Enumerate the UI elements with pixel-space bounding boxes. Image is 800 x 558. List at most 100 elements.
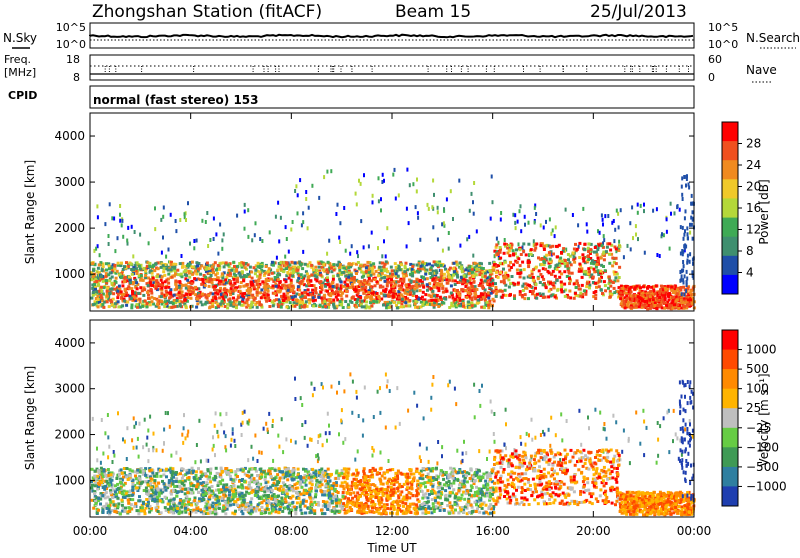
power-cell [649,295,652,298]
power-cell [361,287,364,290]
power-cell [596,253,599,256]
power-cell [263,291,266,294]
power-cell [390,266,393,269]
power-cell [663,307,666,310]
power-cell [503,243,506,246]
power-cell [685,209,687,213]
power-cell [330,267,333,270]
power-cell [339,300,342,303]
power-cell [490,217,492,221]
power-cell [452,217,454,221]
power-cell [119,219,121,223]
power-cell [351,277,354,280]
power-cell [323,294,326,297]
power-cell [196,273,199,276]
power-cell [413,280,416,283]
power-cell [687,254,689,258]
power-cell [284,287,287,290]
velocity-cell [294,512,297,515]
frequency-panel: Freq. [MHz] 18 8 60 0 Nave [4,53,777,84]
power-cell [370,295,373,298]
power-cell [347,266,350,269]
power-cell [219,283,222,286]
power-cell [405,304,408,307]
power-cell [157,283,160,286]
power-cell [528,274,531,277]
power-cell [286,262,289,265]
power-cell [284,255,286,259]
velocity-cell [315,490,318,493]
power-cell [513,297,516,300]
power-cell [673,303,676,306]
power-cell [692,237,694,241]
power-cell [471,304,474,307]
power-cell [550,232,552,236]
power-cell [297,285,300,288]
power-cell [523,277,526,280]
power-cell [551,245,554,248]
velocity-cell [422,467,425,470]
power-cell [574,243,577,246]
power-cell [663,233,665,237]
power-cell [448,231,450,235]
power-cell [537,277,540,280]
power-cell [126,301,129,304]
power-cell [588,270,591,273]
power-cell [343,281,346,284]
power-cell [149,269,152,272]
power-cell [681,274,683,278]
power-cell [378,176,380,180]
power-cell [162,264,165,267]
power-cell [314,266,317,269]
power-cell [308,206,310,210]
power-cell [437,238,439,242]
power-cell [160,300,163,303]
power-cell [139,268,142,271]
power-cell [567,296,570,299]
power-cell [661,232,663,236]
power-cell [347,279,350,282]
power-cell [194,270,197,273]
power-cell [116,290,119,293]
y-tick-label: 4000 [54,129,85,143]
power-cell [223,265,226,268]
power-cell [658,296,661,299]
power-cell [186,296,189,299]
power-cell [466,237,468,241]
power-cell [687,232,689,236]
power-cell [468,235,470,239]
power-cell [236,279,239,282]
power-cell [264,272,267,275]
power-cell [450,189,452,193]
power-cell [221,247,223,251]
power-cell [446,290,449,293]
power-cell [568,282,571,285]
power-cell [535,243,538,246]
power-cell [247,304,250,307]
power-cell [307,226,309,230]
power-cell [504,289,507,292]
power-cell [178,280,181,283]
power-cell [188,270,191,273]
power-cell [286,237,288,241]
power-cell [558,244,561,247]
power-cell [445,278,448,281]
power-cell [284,297,287,300]
power-cell [664,296,667,299]
power-cell [644,305,647,308]
power-cell [352,295,355,298]
power-cell [501,296,504,299]
power-cell [611,264,614,267]
power-cell [560,288,563,291]
power-cell [689,298,692,301]
power-cell [602,218,604,222]
power-cell [545,220,547,224]
power-cell [141,305,144,308]
power-cell [249,288,252,291]
power-cell [682,260,684,264]
power-cell [144,299,147,302]
power-cell [176,269,179,272]
power-cell [549,217,551,221]
power-cell [111,287,114,290]
power-cell [209,305,212,308]
